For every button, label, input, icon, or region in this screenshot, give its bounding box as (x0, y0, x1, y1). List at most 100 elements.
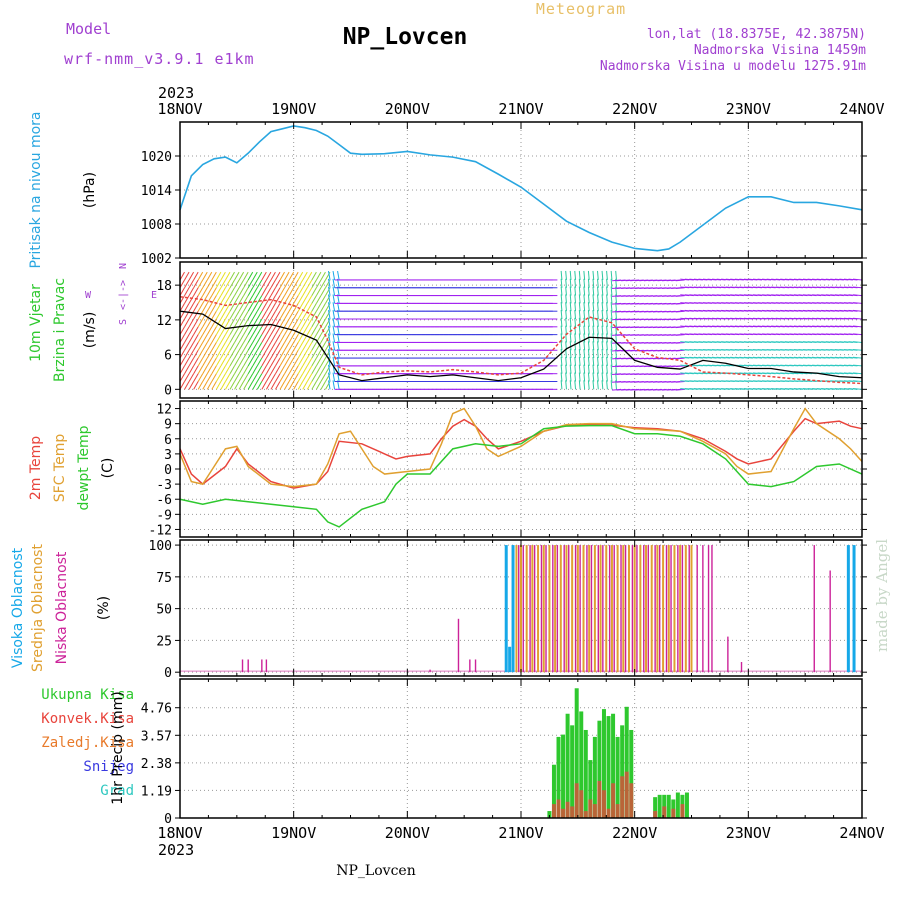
wind-barb (293, 373, 299, 382)
wind-barb (583, 294, 586, 304)
wind-barb (256, 287, 263, 296)
wind-barb (243, 350, 249, 359)
wind-barb (252, 373, 258, 382)
wind-barb (610, 341, 613, 351)
wind-barb (306, 381, 313, 390)
wind-barb (569, 317, 572, 327)
wind-barb (284, 334, 290, 343)
wind-barb (202, 279, 208, 289)
wind-barb (193, 279, 199, 289)
wind-barb (211, 334, 217, 343)
wind-barb (220, 287, 226, 296)
coords-text: lon,lat (18.8375E, 42.3875N) (647, 27, 866, 42)
wind-barb (565, 372, 567, 382)
wind-barb (197, 310, 204, 320)
wind-barb (211, 287, 217, 296)
wind-barb (197, 334, 204, 343)
wind-barb (675, 295, 685, 297)
wind-barb (583, 309, 586, 320)
precip-total-bar (561, 734, 566, 818)
cloud-low-bar (265, 659, 268, 673)
wind-barb (302, 381, 308, 390)
wind-barb (565, 364, 567, 374)
wind-barb (293, 310, 299, 320)
wind-barb (225, 357, 231, 367)
wind-barb (243, 287, 249, 296)
wind-barb (675, 302, 685, 305)
wind-barb (578, 309, 581, 320)
wind-barb (597, 380, 599, 390)
x-tick-label-top: 21NOV (498, 100, 543, 118)
wind-barb (601, 302, 604, 312)
wind-barb (852, 388, 863, 390)
wind-barb (238, 357, 245, 367)
wind-barb (197, 287, 204, 296)
wind-barb (265, 381, 272, 390)
wind-barb (197, 279, 204, 289)
wind-barb (320, 271, 326, 281)
wind-barb (675, 310, 685, 313)
wind-barb (315, 279, 322, 289)
cloud-low-bar (545, 545, 547, 673)
precip-conv-bar (629, 783, 634, 818)
wind-barb (265, 334, 272, 343)
wind-barb (225, 342, 231, 351)
precip-total-bar (657, 794, 662, 818)
precip-conv-bar (565, 801, 570, 818)
wind-barb (275, 279, 281, 289)
wind-barb (247, 357, 254, 367)
cloud-low-bar (522, 545, 524, 673)
wind-barb (332, 325, 336, 335)
wind-barb (583, 302, 586, 312)
wind-barb (279, 287, 285, 296)
wind-barb (675, 373, 685, 375)
wind-barb (587, 302, 590, 312)
wind-barb (265, 310, 272, 320)
wind-barb (675, 334, 685, 336)
wind-barb (565, 309, 567, 320)
wind-barb (188, 334, 195, 343)
wind-barb (229, 381, 235, 390)
wind-barb (270, 350, 276, 359)
wind-barb (597, 309, 599, 320)
cloud-mid-bar (633, 545, 636, 673)
wind-barb (275, 326, 281, 335)
wind-barb (574, 341, 577, 351)
wind-barb (610, 286, 613, 296)
wind-barb (197, 342, 204, 351)
wind-barb (565, 294, 567, 304)
wind-barb (592, 349, 595, 359)
wind-barb (234, 334, 240, 343)
wind-barb (279, 373, 285, 382)
wind-barb (184, 381, 190, 390)
wind-barb (215, 271, 222, 281)
wind-barb (270, 357, 276, 367)
wind-barb (238, 373, 245, 382)
wind-barb (202, 271, 208, 281)
wind-barb (284, 350, 290, 359)
wind-barb (288, 381, 295, 390)
wind-barb (211, 295, 217, 304)
wind-barb (327, 325, 331, 335)
wind-barb (265, 350, 272, 359)
wind-barb (569, 270, 572, 280)
wind-barb (327, 364, 331, 374)
wind-barb (302, 365, 308, 374)
wind-barb (583, 349, 586, 359)
wind-barb (211, 357, 217, 367)
cloud-mid-bar (616, 545, 619, 673)
cloud-mid-bar (650, 545, 653, 673)
wind-barb (275, 365, 281, 374)
wind-barb (293, 381, 299, 390)
wind-barb (320, 279, 326, 289)
cloud-low-bar (613, 545, 615, 673)
wind-barb (601, 380, 604, 390)
wind-barb (193, 381, 199, 390)
wind-barb (592, 317, 595, 327)
y-tick-label: 6 (164, 349, 172, 364)
wind-barb (574, 270, 577, 280)
wind-barb (610, 372, 613, 382)
wind-barb (852, 317, 863, 320)
wind-barb (587, 317, 590, 327)
wind-barb (243, 326, 249, 335)
